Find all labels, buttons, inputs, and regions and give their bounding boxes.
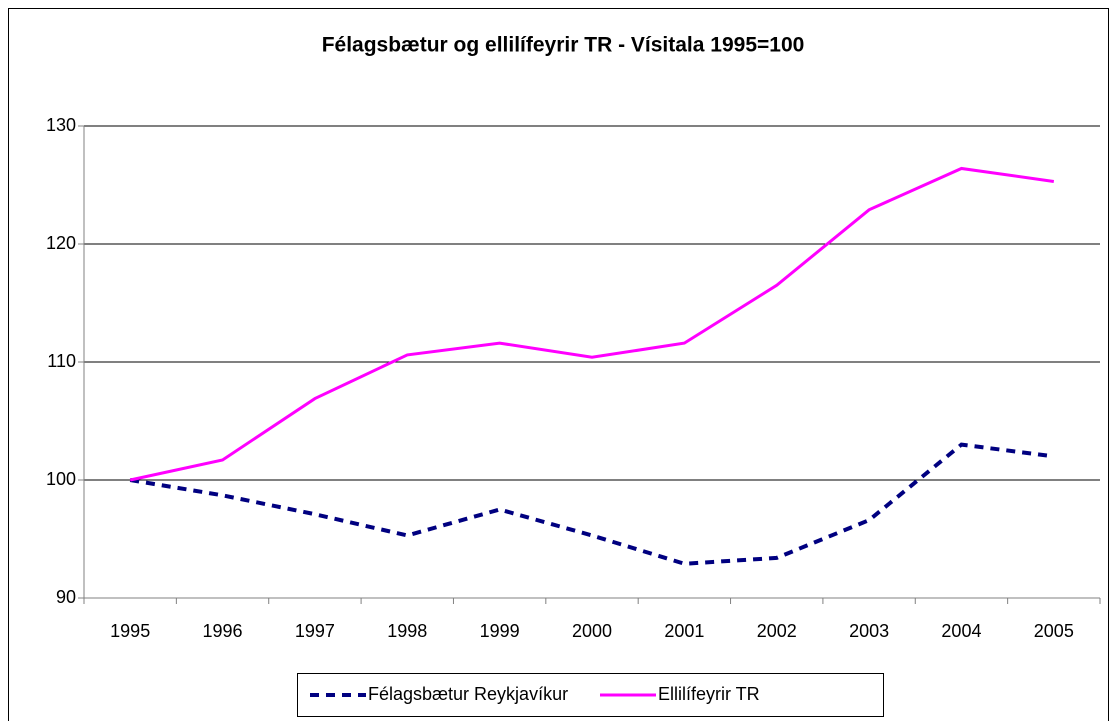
x-tick-label: 1995 bbox=[110, 621, 150, 641]
x-tick-label: 1997 bbox=[295, 621, 335, 641]
y-tick-label: 130 bbox=[46, 115, 76, 135]
x-tick-label: 1998 bbox=[387, 621, 427, 641]
y-tick-label: 110 bbox=[47, 351, 76, 371]
x-tick-label: 1999 bbox=[480, 621, 520, 641]
x-tick-label: 2000 bbox=[572, 621, 612, 641]
legend-label: Félagsbætur Reykjavíkur bbox=[368, 684, 568, 704]
legend-label: Ellilífeyrir TR bbox=[658, 684, 760, 704]
x-tick-label: 2005 bbox=[1034, 621, 1074, 641]
x-tick-label: 2002 bbox=[757, 621, 797, 641]
x-tick-label: 2004 bbox=[941, 621, 981, 641]
y-tick-label: 120 bbox=[46, 233, 76, 253]
chart-title: Félagsbætur og ellilífeyrir TR - Vísital… bbox=[322, 34, 805, 57]
x-tick-label: 2003 bbox=[849, 621, 889, 641]
series-line bbox=[129, 166, 1055, 482]
chart-frame bbox=[8, 8, 1109, 721]
y-tick-label: 90 bbox=[56, 587, 76, 607]
series-line bbox=[129, 442, 1055, 566]
x-tick-label: 1996 bbox=[203, 621, 243, 641]
y-tick-label: 100 bbox=[46, 469, 76, 489]
x-tick-label: 2001 bbox=[664, 621, 704, 641]
legend-box bbox=[297, 673, 884, 717]
